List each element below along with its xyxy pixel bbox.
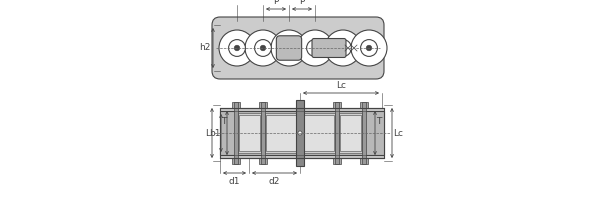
Circle shape [271, 30, 307, 66]
Bar [334, 102, 341, 108]
Bar [296, 100, 304, 166]
Bar [361, 102, 368, 108]
Text: T: T [221, 116, 226, 126]
Bar [259, 158, 266, 164]
Bar [266, 115, 297, 151]
FancyBboxPatch shape [212, 17, 384, 79]
Circle shape [234, 45, 240, 51]
Text: T: T [376, 116, 382, 126]
Bar [238, 113, 260, 153]
Circle shape [286, 45, 292, 51]
Circle shape [245, 30, 281, 66]
Text: b1: b1 [209, 129, 220, 138]
Bar [220, 108, 384, 158]
Bar [220, 111, 384, 155]
FancyBboxPatch shape [277, 36, 302, 60]
Text: d2: d2 [269, 177, 280, 186]
Circle shape [366, 45, 372, 51]
Circle shape [219, 30, 255, 66]
Bar [334, 158, 341, 164]
Bar [232, 158, 239, 164]
Bar [260, 102, 265, 164]
Circle shape [229, 40, 245, 56]
Text: Lc: Lc [336, 81, 346, 90]
Circle shape [312, 45, 318, 51]
Circle shape [260, 45, 266, 51]
Text: P: P [299, 0, 305, 6]
Bar [296, 158, 304, 164]
Bar [335, 102, 340, 164]
Bar [265, 113, 298, 153]
Circle shape [335, 40, 352, 56]
Circle shape [298, 131, 302, 135]
Bar [259, 102, 266, 108]
Bar [340, 115, 361, 151]
Circle shape [325, 30, 361, 66]
Text: h2: h2 [199, 44, 211, 52]
Bar [340, 113, 362, 153]
Text: d1: d1 [229, 177, 240, 186]
Circle shape [351, 30, 387, 66]
Circle shape [281, 40, 298, 56]
Bar [232, 102, 239, 108]
Bar [303, 115, 334, 151]
Text: L: L [205, 129, 210, 138]
Text: P: P [274, 0, 278, 6]
Circle shape [254, 40, 271, 56]
Circle shape [307, 40, 323, 56]
Bar [302, 113, 335, 153]
Bar [298, 102, 302, 164]
Bar [239, 115, 260, 151]
Circle shape [361, 40, 377, 56]
Text: Lc: Lc [394, 129, 404, 138]
Bar [233, 102, 238, 164]
Circle shape [297, 30, 333, 66]
Bar [296, 102, 304, 108]
Circle shape [340, 45, 346, 51]
Bar [361, 158, 368, 164]
Bar [362, 102, 367, 164]
FancyBboxPatch shape [312, 39, 346, 57]
